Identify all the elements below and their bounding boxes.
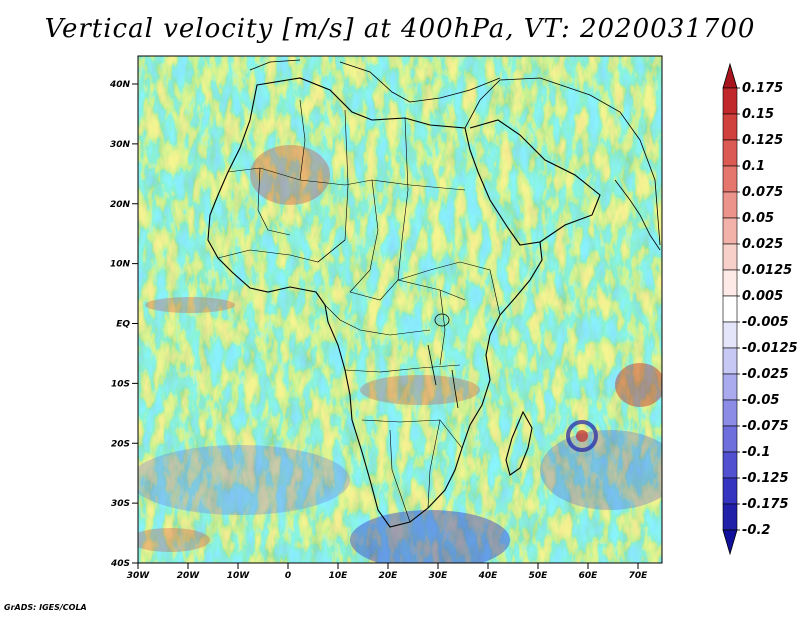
colorbar-labels: 0.175 0.15 0.125 0.1 0.075 0.05 0.025 0.0125 0.0… [737, 81, 798, 538]
colorbar-label: 0.075 [742, 185, 783, 200]
lat-tick-label: 20N [110, 200, 131, 210]
lon-tick-label: 40E [478, 571, 499, 581]
ascent-region [615, 363, 662, 407]
velocity-field-texture [138, 56, 662, 563]
colorbar-label: 0.005 [742, 289, 783, 304]
colorbar-label: -0.005 [742, 315, 789, 330]
latitude-axis: 40N 30N 20N 10N EQ 10S 20S 30S 40S [109, 80, 138, 569]
colorbar-swatch [722, 113, 738, 141]
lake-malawi [451, 369, 459, 409]
colorbar-swatch [722, 347, 738, 375]
arabia-coastline [469, 119, 601, 243]
colorbar-swatch [722, 217, 738, 245]
colorbar-swatch [722, 425, 738, 453]
colorbar-swatch [722, 373, 738, 401]
colorbar-bottom-arrow [722, 529, 738, 556]
colorbar-label: -0.175 [742, 497, 789, 512]
colorbar-swatch [722, 269, 738, 297]
lat-tick-label: EQ [116, 320, 130, 330]
lon-tick-label: 70E [629, 571, 649, 581]
lat-tick-label: 40N [109, 80, 131, 90]
lat-tick-label: 10N [110, 260, 131, 270]
lon-tick-label: 30W [127, 571, 151, 581]
lat-tick-label: 10S [111, 379, 130, 389]
colorbar-label: 0.05 [742, 211, 774, 226]
credit-text: GrADS: IGES/COLA [4, 603, 87, 612]
colorbar-label: 0.0125 [742, 263, 792, 278]
colorbar-label: -0.125 [742, 471, 789, 486]
ascent-region [360, 375, 480, 405]
subsidence-region [350, 510, 510, 563]
lake-tanganyika [427, 344, 437, 386]
ascent-region [138, 528, 210, 552]
lon-tick-label: 10E [329, 571, 349, 581]
colorbar-label: 0.175 [742, 81, 783, 96]
subsidence-region [540, 430, 662, 510]
colorbar-swatch [722, 477, 738, 505]
colorbar-swatch [722, 165, 738, 193]
colorbar-swatch [722, 321, 738, 349]
colorbar-swatch [722, 503, 738, 531]
lat-tick-label: 30N [110, 140, 131, 150]
colorbar-label: 0.025 [742, 237, 783, 252]
colorbar-top-arrow [722, 62, 738, 89]
europe-coastline [249, 59, 501, 103]
colorbar-label: -0.1 [742, 445, 770, 460]
colorbar-label: 0.15 [742, 107, 774, 122]
colorbar-swatch [722, 451, 738, 479]
lat-tick-label: 30S [111, 499, 130, 509]
colorbar-swatch [722, 399, 738, 427]
colorbar-swatch [722, 191, 738, 219]
country-borders [217, 99, 501, 523]
colorbar-label: -0.05 [742, 393, 779, 408]
middle-east-border [464, 77, 661, 246]
colorbar-swatch [722, 139, 738, 167]
colorbar-label: -0.075 [742, 419, 789, 434]
lon-tick-label: 60E [579, 571, 599, 581]
cyclone-feature [566, 420, 598, 452]
madagascar-coastline [505, 410, 533, 476]
india-coastline [614, 179, 661, 251]
colorbar-label: 0.1 [742, 159, 765, 174]
colorbar-swatch [722, 295, 738, 323]
map-frame [137, 55, 663, 564]
lon-tick-label: 0 [285, 571, 291, 581]
colorbar-swatch [722, 87, 738, 115]
lon-tick-label: 50E [529, 571, 549, 581]
lat-tick-label: 20S [111, 439, 130, 449]
colorbar-swatch [722, 243, 738, 271]
cyclone-feature [576, 430, 588, 442]
lat-tick-label: 40S [110, 559, 130, 569]
ascent-region [145, 297, 235, 313]
colorbar-label: -0.0125 [742, 341, 798, 356]
lon-tick-label: 30E [429, 571, 449, 581]
colorbar-label: 0.125 [742, 133, 783, 148]
lon-tick-label: 20E [379, 571, 399, 581]
africa-coastline [207, 77, 543, 528]
ascent-region [250, 145, 330, 205]
colorbar-label: -0.025 [742, 367, 789, 382]
colorbar-label: -0.2 [742, 523, 770, 538]
chart-title: Vertical velocity [m/s] at 400hPa, VT: 2… [44, 14, 756, 44]
lake-victoria [434, 313, 450, 327]
lon-tick-label: 20W [177, 571, 201, 581]
longitude-axis: 30W 20W 10W 0 10E 20E 30E 40E 50E 60E 70E [127, 563, 648, 581]
colorbar [722, 62, 738, 556]
subsidence-region [138, 445, 350, 515]
lon-tick-label: 10W [227, 571, 251, 581]
